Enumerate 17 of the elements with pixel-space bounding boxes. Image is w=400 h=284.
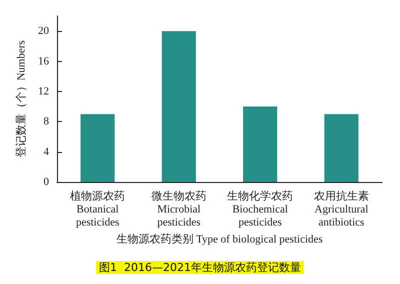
x-tick-label: 农用抗生素 Agricultural antibiotics — [314, 190, 369, 228]
y-tick-label: 20 — [38, 25, 50, 38]
y-tick-label: 0 — [44, 176, 50, 188]
x-tick-label: 植物源农药 Botanical pesticides — [70, 190, 126, 228]
bar — [324, 114, 358, 182]
bar — [80, 114, 115, 182]
text: 图1 2016—2021年生物源农药登记数量 — [99, 261, 301, 274]
x-tick-label: 微生物农药 Microbial pesticides — [151, 190, 206, 228]
x-axis-title: 生物源农药类别 Type of biological pesticides — [116, 232, 323, 246]
y-tick-label: 4 — [44, 146, 50, 158]
y-axis-title: 登记数量（个）Numbers — [16, 40, 28, 158]
y-tick-label: 16 — [38, 55, 50, 68]
x-tick-label: 生物化学农药 Biochemical pesticides — [227, 190, 294, 228]
bar — [162, 31, 196, 182]
y-tick-label: 8 — [44, 116, 50, 128]
y-tick-label: 12 — [38, 85, 49, 98]
bar — [243, 106, 278, 182]
